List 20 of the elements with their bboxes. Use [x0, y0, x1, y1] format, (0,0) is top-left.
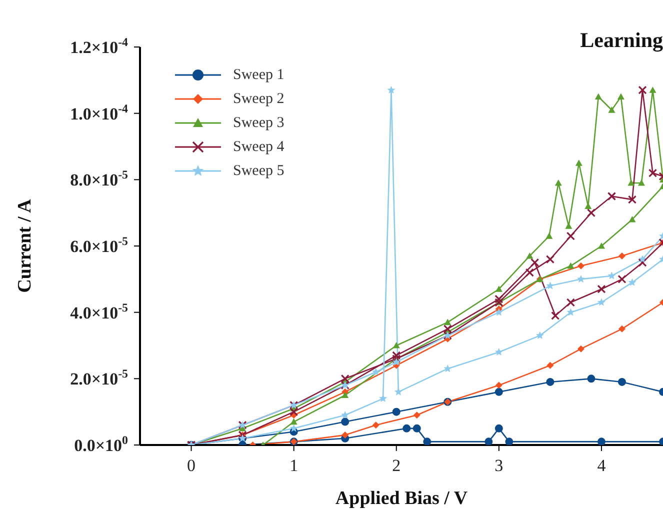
x-tick-label: 4: [597, 456, 606, 476]
y-tick-label: 4.0×10$^{-5}$: [70, 300, 128, 322]
legend-label: Sweep 5: [233, 162, 284, 180]
x-tick-label: 0: [187, 456, 196, 476]
annotation: Learning: [580, 28, 663, 53]
legend-label: Sweep 1: [233, 66, 284, 84]
legend-label: Sweep 4: [233, 138, 284, 156]
x-tick-label: 2: [392, 456, 401, 476]
legend-label: Sweep 3: [233, 114, 284, 132]
x-axis-title: Applied Bias / V: [335, 488, 468, 509]
y-tick-label: 2.0×10$^{-5}$: [70, 366, 128, 389]
y-tick-label: 1.2×10$^{-4}$: [70, 35, 128, 57]
y-axis-title: Current / A: [14, 198, 36, 293]
x-tick-label: 3: [494, 456, 504, 476]
x-tick-label: 1: [290, 456, 298, 476]
legend-label: Sweep 2: [233, 90, 284, 108]
y-tick-label: 1.0×10$^{-4}$: [70, 101, 128, 124]
y-tick-label: 8.0×10$^{-5}$: [70, 168, 128, 190]
y-tick-label: 0.0×10$^{0}$: [74, 433, 128, 455]
y-tick-label: 6.0×10$^{-5}$: [70, 234, 128, 256]
